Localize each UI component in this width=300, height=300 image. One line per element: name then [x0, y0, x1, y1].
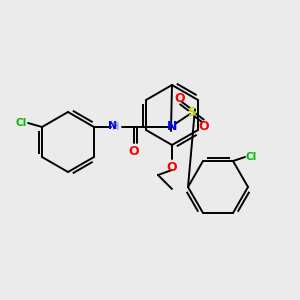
Text: O: O	[199, 119, 209, 133]
Text: N: N	[167, 121, 177, 134]
Text: O: O	[175, 92, 185, 104]
Text: Cl: Cl	[246, 152, 257, 162]
Text: S: S	[188, 106, 196, 118]
Text: H: H	[112, 122, 119, 132]
Text: Cl: Cl	[16, 118, 27, 128]
Text: O: O	[167, 161, 177, 174]
Text: O: O	[129, 145, 139, 158]
Text: N: N	[108, 121, 117, 131]
